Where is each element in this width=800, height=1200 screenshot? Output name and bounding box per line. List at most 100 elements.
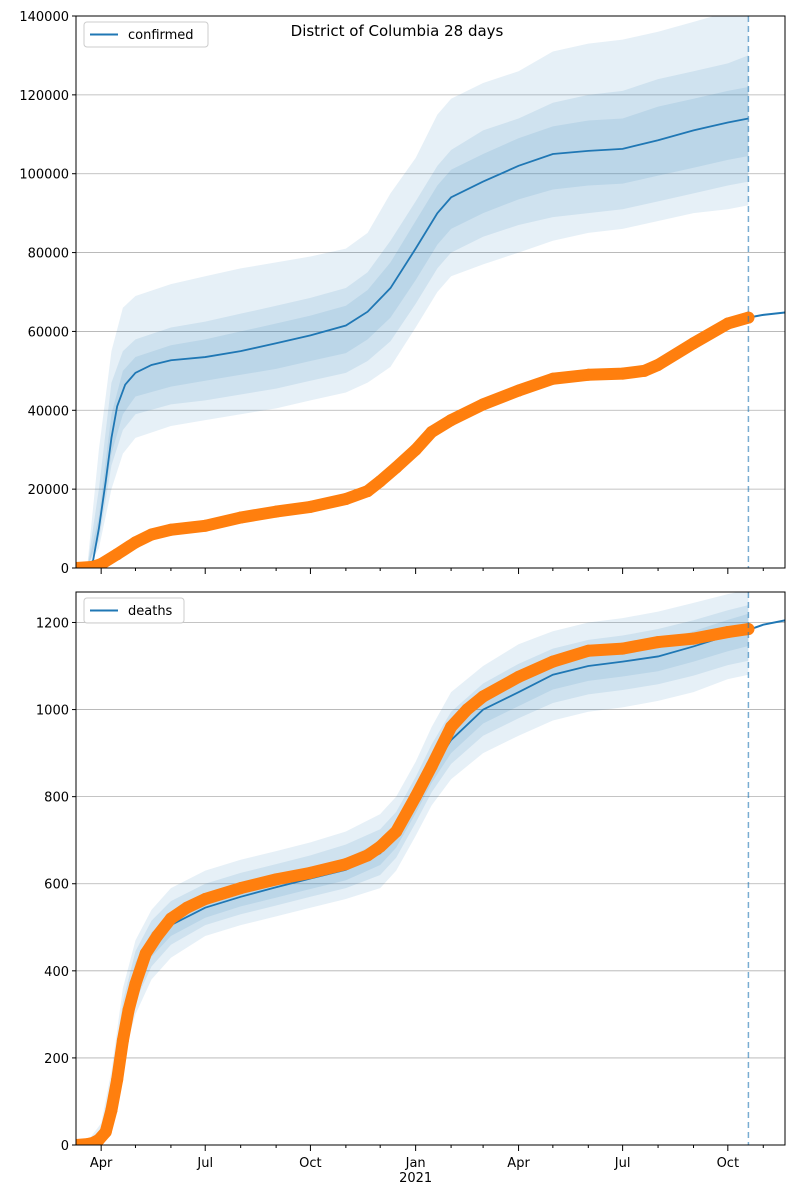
- observed-point: [409, 790, 422, 803]
- axes-frame: [75, 591, 786, 1146]
- observed-point: [95, 558, 108, 568]
- observed-point: [361, 849, 374, 862]
- y-tick-label: 0: [61, 562, 69, 577]
- confidence-band-inner: [76, 86, 749, 568]
- observed-series: [76, 311, 755, 568]
- y-tick-label: 120000: [19, 89, 69, 104]
- x-tick-label: Apr: [90, 1156, 113, 1171]
- confirmed-series: [76, 117, 749, 568]
- legend-label: confirmed: [128, 28, 194, 43]
- observed-point: [361, 485, 374, 498]
- legend-box: [83, 597, 185, 624]
- observed-point: [180, 901, 193, 914]
- observed-point: [652, 636, 665, 649]
- observed-point: [477, 690, 490, 703]
- y-tick-label: 0: [61, 1139, 69, 1154]
- observed-point: [477, 398, 490, 411]
- deaths-panel: 0 200 400 600 800 1000 1200 deaths: [36, 591, 786, 1154]
- observed-point: [129, 977, 142, 990]
- observed-point: [409, 443, 422, 456]
- observed-point: [374, 475, 387, 488]
- observed-point: [270, 873, 283, 886]
- observed-point: [445, 720, 458, 733]
- observed-point: [76, 1139, 82, 1145]
- observed-point: [546, 372, 559, 385]
- x-year-label: 2021: [399, 1171, 432, 1186]
- observed-point: [111, 1073, 124, 1086]
- observed-point: [512, 384, 525, 397]
- observed-point: [546, 655, 559, 668]
- observed-point: [425, 425, 438, 438]
- confirmed-panel: 0 20000 40000 60000 80000 100000 120000 140000 c…: [19, 10, 786, 577]
- observed-point: [512, 670, 525, 683]
- observed-point: [139, 947, 152, 960]
- y-tick-label: 40000: [28, 404, 69, 419]
- confidence-band-outer: [76, 16, 749, 568]
- observed-point: [234, 882, 247, 895]
- y-tick-label: 80000: [28, 247, 69, 262]
- observed-point: [616, 642, 629, 655]
- x-tick-label: Jul: [614, 1156, 631, 1171]
- legend-label: deaths: [128, 604, 173, 619]
- y-tick-label: 140000: [19, 10, 69, 25]
- observed-point: [390, 461, 403, 474]
- observed-point: [425, 760, 438, 773]
- y-tick-label: 1000: [36, 704, 69, 719]
- y-tick-label: 1200: [36, 616, 69, 631]
- observed-point: [199, 892, 212, 905]
- observed-point: [687, 337, 700, 350]
- plot-area: [76, 16, 785, 568]
- confidence-band-middle: [76, 605, 749, 1145]
- observed-point: [339, 858, 352, 871]
- observed-point: [638, 364, 651, 377]
- y-tick-label: 600: [44, 878, 69, 893]
- confidence-band-middle: [76, 55, 749, 568]
- y-tick-label: 20000: [28, 483, 69, 498]
- x-axis: Apr Jul Oct Jan Apr Jul Oct 2021: [90, 1156, 739, 1186]
- legend: deaths: [83, 597, 185, 624]
- observed-point: [234, 511, 247, 524]
- observed-point: [721, 626, 734, 639]
- y-tick-label: 400: [44, 965, 69, 980]
- observed-point: [374, 840, 387, 853]
- axes-frame: [75, 15, 786, 569]
- observed-point: [99, 1125, 112, 1138]
- plot-area: [76, 592, 785, 1145]
- y-tick-label: 200: [44, 1052, 69, 1067]
- observed-point: [145, 528, 158, 541]
- observed-point: [687, 632, 700, 645]
- observed-point: [105, 1104, 118, 1117]
- x-tick-label: Oct: [717, 1156, 739, 1171]
- observed-point: [304, 866, 317, 879]
- y-tick-label: 100000: [19, 168, 69, 183]
- legend-box: [83, 21, 209, 48]
- observed-point: [461, 703, 474, 716]
- observed-point: [129, 536, 142, 549]
- observed-point: [582, 644, 595, 657]
- observed-point: [721, 317, 734, 330]
- observed-point: [92, 1133, 105, 1145]
- x-tick-label: Jul: [196, 1156, 213, 1171]
- observed-point: [199, 519, 212, 532]
- observed-point: [164, 912, 177, 925]
- observed-point: [742, 623, 755, 636]
- observed-point: [390, 825, 403, 838]
- x-tick-label: Apr: [507, 1156, 530, 1171]
- observed-point: [76, 562, 82, 568]
- observed-point: [270, 505, 283, 518]
- observed-point: [116, 1034, 129, 1047]
- y-tick-label: 800: [44, 791, 69, 806]
- observed-point: [339, 493, 352, 505]
- legend: confirmed: [83, 21, 209, 48]
- observed-point: [151, 929, 164, 942]
- observed-point: [164, 523, 177, 536]
- chart-title: District of Columbia 28 days: [291, 22, 504, 40]
- observed-point: [652, 358, 665, 371]
- observed-point: [582, 368, 595, 381]
- observed-point: [304, 500, 317, 513]
- x-tick-label: Oct: [299, 1156, 321, 1171]
- y-tick-label: 60000: [28, 325, 69, 340]
- observed-point: [111, 548, 124, 561]
- observed-point: [122, 1004, 135, 1017]
